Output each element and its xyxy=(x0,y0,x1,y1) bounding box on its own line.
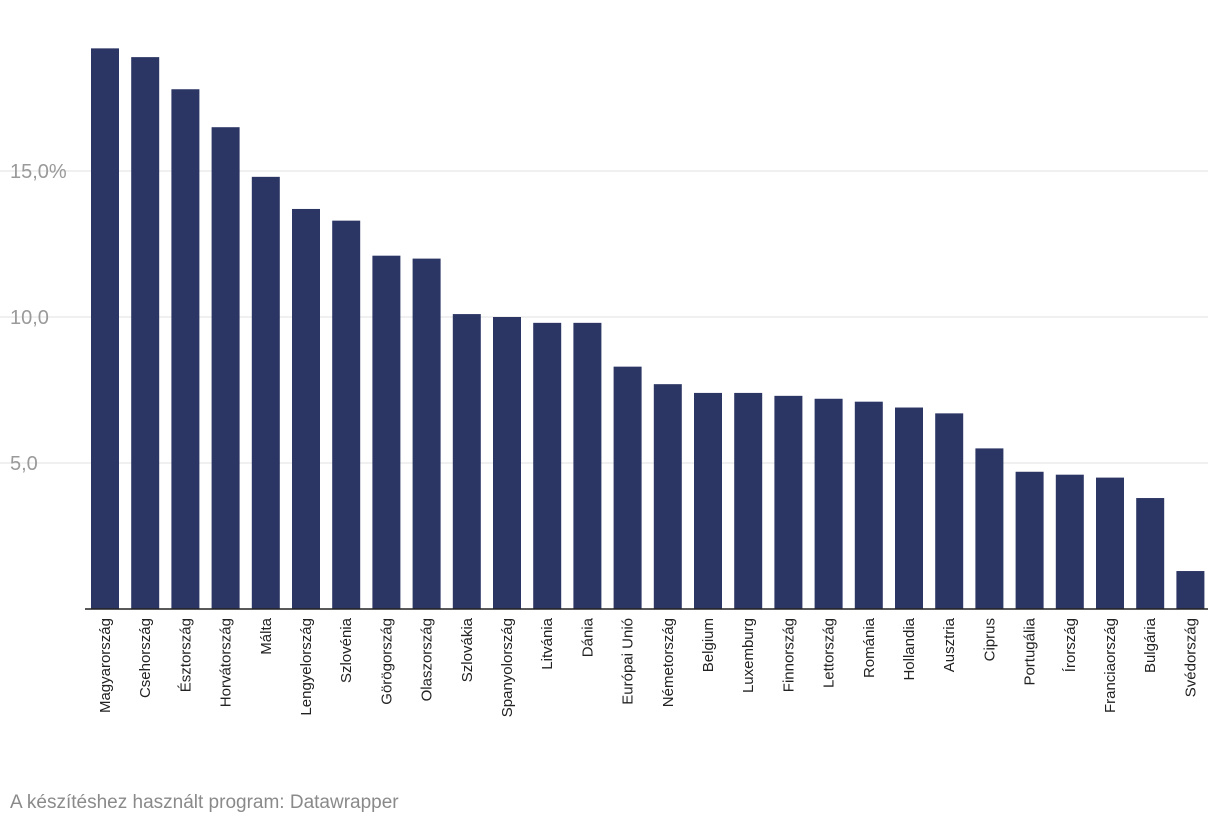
x-tick-label: Észtország xyxy=(177,618,194,692)
x-tick-label: Lettország xyxy=(821,618,838,688)
bar-Horvátország xyxy=(211,127,240,609)
x-tick-label: Románia xyxy=(861,617,878,678)
bar-Görögország xyxy=(372,255,401,609)
bar-Észtország xyxy=(171,89,200,610)
bar-Hollandia xyxy=(895,407,923,609)
x-tick-label: Málta xyxy=(258,617,275,654)
x-tick-label: Luxemburg xyxy=(740,618,757,693)
x-tick-label: Franciaország xyxy=(1102,618,1119,713)
x-tick-label: Németország xyxy=(660,618,677,707)
x-tick-label: Spanyolország xyxy=(499,618,516,717)
bar-chart: 5,0 10,0 15,0% Magyarország Csehország Észtor… xyxy=(0,48,1208,717)
bar-Lettország xyxy=(814,398,843,609)
x-tick-label: Litvánia xyxy=(539,617,556,669)
x-tick-label: Magyarország xyxy=(97,618,114,713)
bar-Európai Unió xyxy=(613,366,642,609)
bar-Portugália xyxy=(1015,471,1044,609)
x-tick-label: Olaszország xyxy=(419,618,436,701)
bar-Franciaország xyxy=(1096,477,1124,609)
bar-Ciprus xyxy=(975,448,1004,609)
bar-Írország xyxy=(1055,474,1084,609)
x-tick-label: Európai Unió xyxy=(620,618,637,705)
x-tick-label: Finnország xyxy=(780,618,797,692)
x-tick-label: Horvátország xyxy=(218,618,235,707)
footer-credit: A készítéshez használt program: Datawrap… xyxy=(10,792,399,813)
x-tick-label: Dánia xyxy=(579,617,596,657)
bar-Bulgária xyxy=(1136,498,1165,609)
x-tick-label: Belgium xyxy=(700,618,717,672)
y-tick-label: 15,0% xyxy=(10,161,67,183)
x-tick-label: Szlovénia xyxy=(338,617,355,683)
x-tick-label: Portugália xyxy=(1022,617,1039,685)
bar-Ausztria xyxy=(935,413,964,609)
y-tick-label: 10,0 xyxy=(10,307,49,329)
bar-Spanyolország xyxy=(493,317,521,609)
bar-Szlovákia xyxy=(452,314,481,609)
x-tick-label: Írország xyxy=(1062,618,1079,672)
bar-Szlovénia xyxy=(332,220,361,609)
bar-Olaszország xyxy=(412,258,441,609)
x-tick-label: Hollandia xyxy=(901,617,918,680)
bar-Dánia xyxy=(573,322,602,609)
bar-Belgium xyxy=(694,392,722,609)
bar-Finnország xyxy=(774,395,803,609)
x-tick-label: Ausztria xyxy=(941,617,958,672)
x-tick-label: Szlovákia xyxy=(459,617,476,682)
bar-Csehország xyxy=(131,57,160,610)
bar-Málta xyxy=(251,176,280,609)
bar-Svédország xyxy=(1176,571,1205,609)
x-tick-label: Bulgária xyxy=(1142,617,1159,673)
bar-Litvánia xyxy=(533,322,562,609)
bar-Magyarország xyxy=(91,48,119,610)
bar-Lengyelország xyxy=(292,208,320,609)
x-tick-label: Görögország xyxy=(378,618,395,705)
x-tick-label: Csehország xyxy=(137,618,154,698)
y-tick-label: 5,0 xyxy=(10,453,38,475)
x-tick-label: Lengyelország xyxy=(298,618,315,716)
x-tick-label: Ciprus xyxy=(981,618,998,661)
bar-Románia xyxy=(854,401,883,609)
x-tick-label: Svédország xyxy=(1182,618,1199,697)
bar-Luxemburg xyxy=(734,392,763,609)
bar-Németország xyxy=(653,384,682,609)
